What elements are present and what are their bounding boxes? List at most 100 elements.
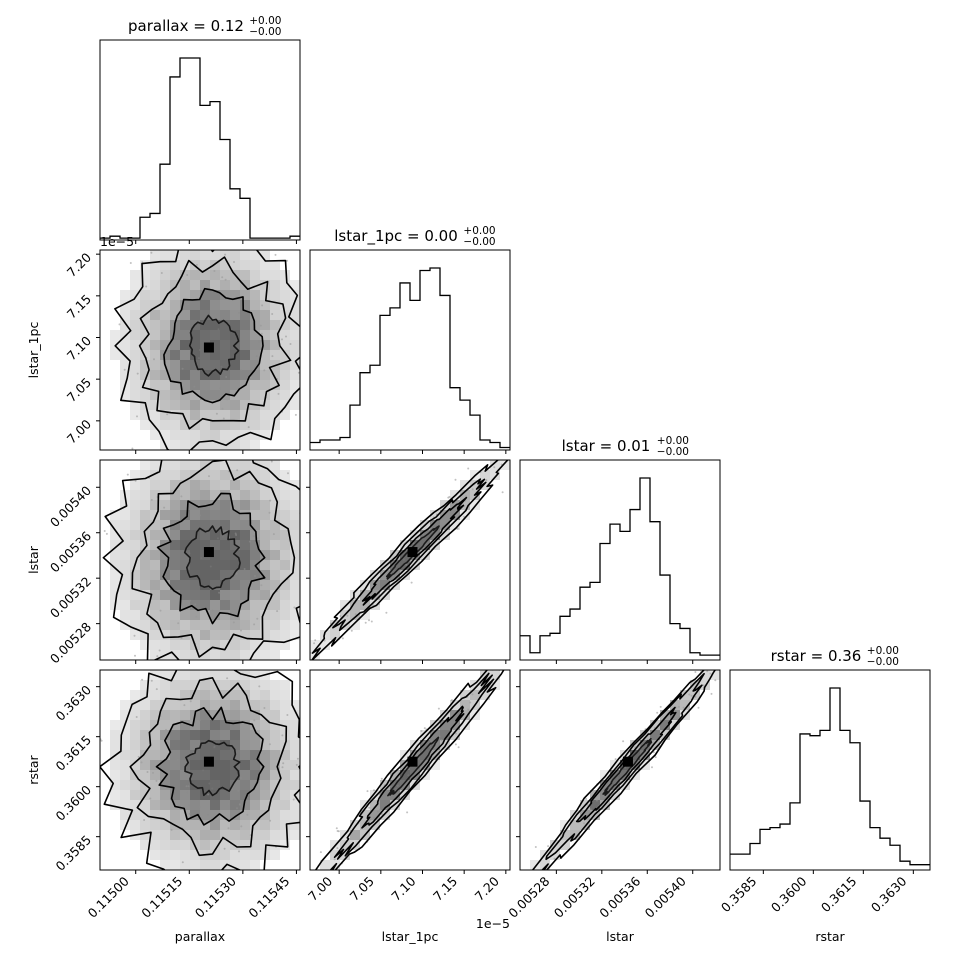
sample-point — [163, 506, 166, 509]
sample-point — [90, 376, 92, 378]
sample-point — [335, 827, 338, 830]
sample-point — [287, 472, 289, 475]
density-cell — [230, 500, 240, 510]
density-cell — [200, 610, 210, 620]
sample-point — [143, 819, 146, 821]
density-cell — [460, 500, 470, 510]
density-cell — [290, 620, 300, 630]
density-cell — [220, 680, 230, 690]
density-cell — [160, 700, 170, 710]
density-cell — [230, 580, 240, 590]
sample-point — [234, 532, 237, 535]
sample-point — [198, 719, 201, 722]
axes-frame-2-1 — [309, 459, 511, 661]
density-cell — [290, 720, 300, 730]
density-cell — [140, 480, 150, 490]
sample-point — [199, 806, 202, 808]
sample-point — [366, 790, 369, 793]
density-cell — [150, 800, 160, 810]
density-cell — [170, 300, 180, 310]
density-cell — [210, 370, 220, 380]
density-cell — [190, 690, 200, 700]
density-cell — [250, 750, 260, 760]
density-cell — [570, 810, 580, 820]
density-cell — [110, 730, 120, 740]
density-cell — [150, 480, 160, 490]
density-cell — [120, 390, 130, 400]
sample-point — [503, 932, 505, 934]
sample-point — [234, 616, 237, 619]
density-cell — [140, 830, 150, 840]
density-cell — [260, 800, 270, 810]
sample-point — [132, 665, 134, 667]
sample-point — [150, 679, 153, 682]
density-cell — [260, 290, 270, 300]
density-cell — [210, 650, 220, 660]
contour-level-3 — [545, 672, 705, 861]
density-cell — [490, 680, 500, 690]
sample-point — [123, 368, 126, 371]
density-cell — [260, 600, 270, 610]
density-cell — [260, 510, 270, 520]
density-cell — [280, 690, 290, 700]
density-cell — [200, 390, 210, 400]
sample-point — [260, 332, 263, 335]
density-cell — [160, 840, 170, 850]
density-cell — [130, 710, 140, 720]
density-cell — [200, 510, 210, 520]
sample-point — [450, 699, 453, 702]
density-cell — [260, 570, 270, 580]
density-cell — [250, 430, 260, 440]
sample-point — [226, 677, 229, 680]
density-cell — [250, 850, 260, 860]
density-cell — [200, 270, 210, 280]
density-cell — [180, 270, 190, 280]
sample-point — [219, 387, 222, 390]
sample-point — [256, 537, 259, 540]
density-cell — [180, 620, 190, 630]
density-cell — [170, 710, 180, 720]
density-cell — [190, 670, 200, 680]
density-cell — [220, 370, 230, 380]
sample-point — [272, 234, 274, 236]
density-cell — [270, 800, 280, 810]
density-cell — [130, 360, 140, 370]
density-cell — [220, 470, 230, 480]
sample-point — [702, 684, 705, 687]
density-cell — [240, 540, 250, 550]
density-cell — [190, 810, 200, 820]
sample-point — [158, 649, 161, 652]
density-cell — [290, 760, 300, 770]
sample-point — [420, 730, 423, 732]
sample-point — [454, 743, 457, 746]
density-cell — [280, 710, 290, 720]
density-cell — [220, 510, 230, 520]
x-axis-label-lstar: lstar — [606, 929, 635, 944]
sample-point — [233, 295, 236, 298]
density-cell — [260, 470, 270, 480]
density-cell — [240, 630, 250, 640]
density-cell — [230, 360, 240, 370]
density-cell — [290, 710, 300, 720]
density-cell — [190, 270, 200, 280]
density-cell — [140, 810, 150, 820]
sample-point — [165, 728, 167, 731]
sample-point — [534, 846, 537, 848]
density-cell — [280, 280, 290, 290]
sample-point — [583, 822, 585, 825]
sample-point — [471, 693, 474, 696]
density-cell — [260, 500, 270, 510]
density-cell — [210, 810, 220, 820]
density-cell — [440, 720, 450, 730]
density-cell — [140, 730, 150, 740]
density-cell — [190, 400, 200, 410]
density-cell — [190, 480, 200, 490]
density-cell — [210, 470, 220, 480]
title-lstar_1pc: lstar_1pc = 0.00 +0.00−0.00 — [334, 225, 495, 248]
sample-point — [146, 771, 149, 773]
sample-point — [373, 555, 375, 557]
density-cell — [160, 400, 170, 410]
sample-point — [485, 479, 488, 482]
density-cell — [270, 640, 280, 650]
sample-point — [231, 787, 234, 790]
